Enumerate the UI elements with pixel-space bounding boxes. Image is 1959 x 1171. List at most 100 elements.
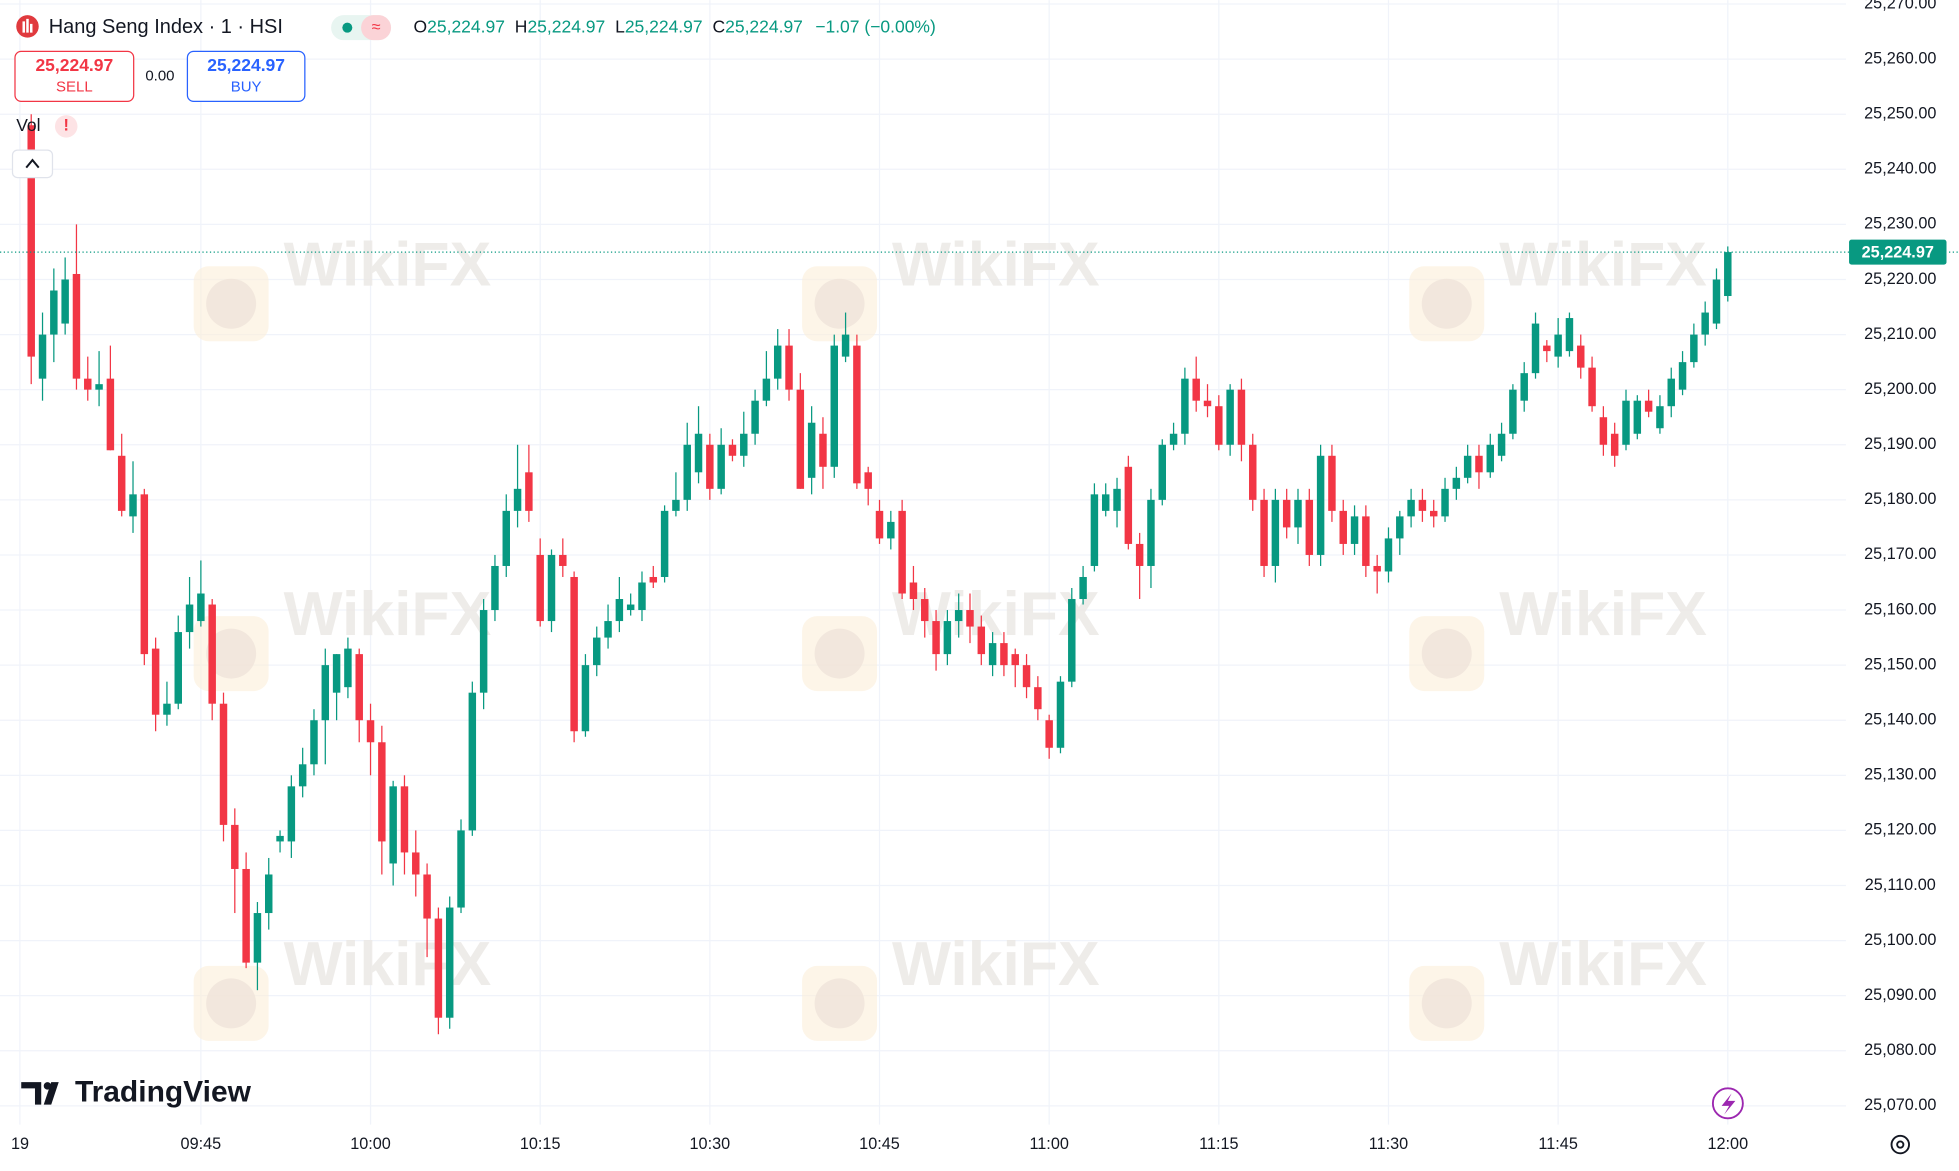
candle-body (706, 444, 714, 489)
candle-body (593, 637, 601, 666)
candle-body (1271, 499, 1280, 566)
c-label: C (712, 16, 725, 36)
l-label: L (615, 16, 625, 36)
candle-body (807, 422, 816, 478)
watermark-text: WikiFX (1499, 929, 1707, 999)
candle-body (151, 648, 160, 715)
volume-warning[interactable] (54, 115, 78, 138)
candle-body (1034, 687, 1042, 710)
x-tick-label: 11:15 (1199, 1135, 1238, 1153)
candle-body (954, 610, 963, 622)
buy-price: 25,224.97 (207, 55, 285, 75)
candle-body (717, 444, 725, 489)
candle-body (1543, 345, 1551, 352)
candle-body (785, 345, 793, 390)
candle-body (1497, 433, 1506, 456)
candle-body (1622, 400, 1630, 445)
candle-body (1203, 400, 1212, 407)
brand-name[interactable]: TradingView (75, 1075, 252, 1108)
sell-button[interactable] (14, 50, 135, 102)
candle-body (1373, 565, 1381, 572)
y-tick-label: 25,130.00 (1864, 766, 1936, 784)
buy-label: BUY (231, 79, 262, 96)
candle-body (355, 654, 363, 721)
candle-body (344, 648, 352, 688)
settings-button[interactable] (1890, 1134, 1910, 1155)
h-value: 25,224.97 (527, 16, 605, 36)
y-tick-label: 25,110.00 (1865, 876, 1936, 894)
symbol-name[interactable]: Hang Seng Index · 1 · HSI (49, 16, 283, 38)
watermark-logo-mark (206, 628, 257, 679)
candle-body (513, 488, 522, 511)
watermark-logo-mark (206, 278, 257, 329)
candle-body (672, 499, 680, 511)
candle-body (1260, 499, 1268, 566)
candle-body (1350, 516, 1359, 544)
candle-body (27, 125, 35, 357)
candle-body (1407, 499, 1415, 517)
candle-body (841, 334, 850, 357)
candle-body (1690, 334, 1698, 363)
y-tick-label: 25,160.00 (1864, 600, 1936, 618)
candle-body (1486, 444, 1495, 473)
brand-logo-dot (43, 1082, 52, 1090)
candle-body (185, 604, 194, 633)
x-tick-label: 11:00 (1029, 1135, 1068, 1153)
candle-body (479, 610, 488, 693)
candle-body (1113, 488, 1121, 511)
watermark-logo-mark (814, 628, 865, 679)
buy-button[interactable] (186, 50, 306, 102)
x-tick-label: 10:15 (520, 1135, 561, 1153)
volume-label: Vol (16, 115, 40, 135)
candle-body (1509, 389, 1517, 434)
y-tick-label: 25,140.00 (1864, 711, 1936, 729)
candle-body (1169, 433, 1178, 445)
candle-body (898, 510, 906, 594)
y-tick-label: 25,070.00 (1864, 1096, 1936, 1114)
candle-body (1701, 312, 1709, 335)
o-label: O (414, 16, 428, 36)
candle-body (604, 621, 612, 638)
y-tick-label: 25,100.00 (1864, 931, 1936, 949)
settings-icon (1896, 1140, 1905, 1149)
candle-body (1599, 417, 1608, 445)
candle-body (1565, 318, 1574, 352)
candle-body (1316, 455, 1325, 555)
y-tick-label: 25,180.00 (1864, 490, 1936, 508)
candle-body (1011, 654, 1019, 666)
candle-body (1000, 643, 1008, 666)
candle-body (321, 665, 330, 721)
candle-body (1124, 466, 1133, 544)
candle-body (1712, 279, 1721, 324)
candle-body (525, 472, 533, 511)
candle-body (966, 610, 974, 627)
candle-body (1554, 334, 1562, 357)
candle-body (1068, 599, 1076, 682)
candle-body (683, 444, 691, 500)
market-open-dot (342, 22, 353, 33)
l-value: 25,224.97 (625, 16, 703, 36)
y-tick-label: 25,220.00 (1864, 270, 1936, 288)
watermark-logo-mark (1421, 628, 1472, 679)
y-tick-label: 25,190.00 (1864, 435, 1936, 453)
candle-body (197, 593, 205, 622)
collapse-button[interactable] (11, 149, 54, 179)
candle-body (570, 576, 578, 732)
candle-body (1463, 455, 1472, 478)
ohlc-legend: O25,224.97 H25,224.97 L25,224.97 C25,224… (414, 16, 936, 36)
candle-body (502, 510, 510, 566)
candle-body (140, 494, 149, 655)
candle-body (638, 582, 646, 611)
candle-body (389, 786, 397, 864)
candle-body (95, 384, 103, 390)
candle-body (1339, 510, 1347, 544)
candle-body (1396, 516, 1404, 539)
watermark-text: WikiFX (892, 229, 1100, 299)
y-tick-label: 25,170.00 (1864, 545, 1936, 563)
candle-body (434, 918, 443, 1018)
candle-body (61, 279, 69, 324)
candle-body (1101, 494, 1110, 511)
candle-body (751, 400, 759, 434)
candle-body (728, 444, 737, 456)
